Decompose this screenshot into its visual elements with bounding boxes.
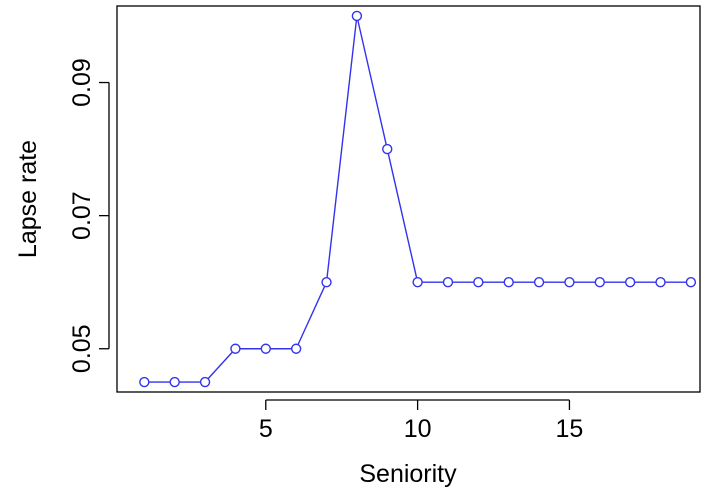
data-point [260, 343, 271, 354]
data-point [351, 10, 363, 22]
series-line [144, 15, 691, 383]
data-point [382, 143, 393, 155]
x-tick-label: 15 [556, 415, 584, 443]
plot-frame [116, 5, 701, 393]
data-point [139, 376, 150, 388]
data-point [290, 343, 302, 354]
x-tick-label: 5 [259, 415, 273, 443]
data-point [321, 276, 332, 288]
data-point [199, 376, 211, 388]
data-point [564, 276, 575, 288]
y-tick-label: 0.07 [68, 191, 96, 240]
y-tick-label: 0.05 [68, 324, 96, 373]
y-axis: 0.05 0.07 0.09 [68, 58, 110, 373]
data-point [473, 276, 484, 288]
data-point [533, 276, 545, 288]
y-tick-label: 0.09 [68, 58, 96, 107]
data-point [230, 343, 241, 354]
data-point [685, 276, 697, 288]
data-point [412, 276, 423, 288]
data-point [169, 376, 180, 388]
series-layer [139, 10, 697, 388]
data-point [503, 276, 514, 288]
y-axis-label: Lapse rate [14, 140, 42, 258]
x-tick-label: 10 [404, 415, 432, 443]
data-point [624, 276, 636, 288]
data-point [442, 276, 454, 288]
data-point [594, 276, 605, 288]
data-point [655, 276, 666, 288]
x-axis-label: Seniority [359, 460, 457, 488]
x-axis: 5 10 15 [259, 399, 584, 443]
